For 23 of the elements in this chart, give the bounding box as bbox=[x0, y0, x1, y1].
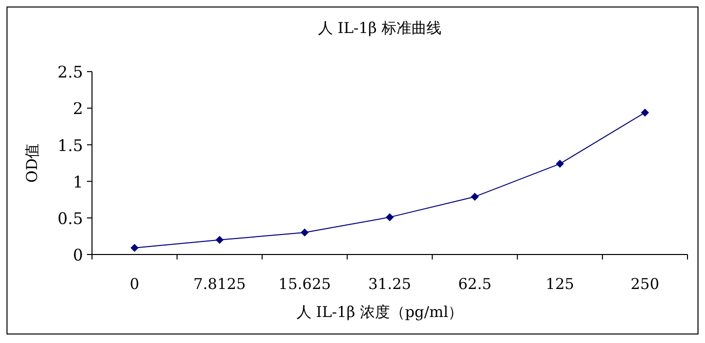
point bbox=[300, 228, 309, 237]
y-tick-label: 0 bbox=[72, 246, 83, 264]
x-tick-label: 31.25 bbox=[368, 275, 412, 293]
x-tick-label: 7.8125 bbox=[193, 275, 246, 293]
chart-title: 人 IL-1β 标准曲线 bbox=[318, 19, 442, 37]
point bbox=[556, 160, 564, 168]
point bbox=[470, 192, 479, 201]
y-tick-label: 1 bbox=[72, 172, 83, 192]
y-tick-label: 2.5 bbox=[58, 62, 83, 82]
point bbox=[216, 236, 224, 244]
x-tick-label: 0 bbox=[130, 275, 140, 293]
y-tick-label: 2 bbox=[72, 99, 83, 118]
y-axis-title: OD值 bbox=[23, 143, 41, 183]
x-tick-label: 250 bbox=[630, 275, 660, 293]
point bbox=[130, 244, 139, 252]
x-tick-label: 15.625 bbox=[278, 275, 331, 293]
x-tick-label: 62.5 bbox=[458, 275, 492, 293]
y-tick-label: 0.5 bbox=[58, 208, 83, 228]
point bbox=[640, 108, 649, 117]
x-tick-label: 125 bbox=[546, 275, 574, 293]
x-axis-title: 人 IL-1β 浓度（pg/ml） bbox=[296, 303, 464, 321]
y-tick-label: 1.5 bbox=[58, 136, 83, 155]
point bbox=[386, 213, 394, 222]
